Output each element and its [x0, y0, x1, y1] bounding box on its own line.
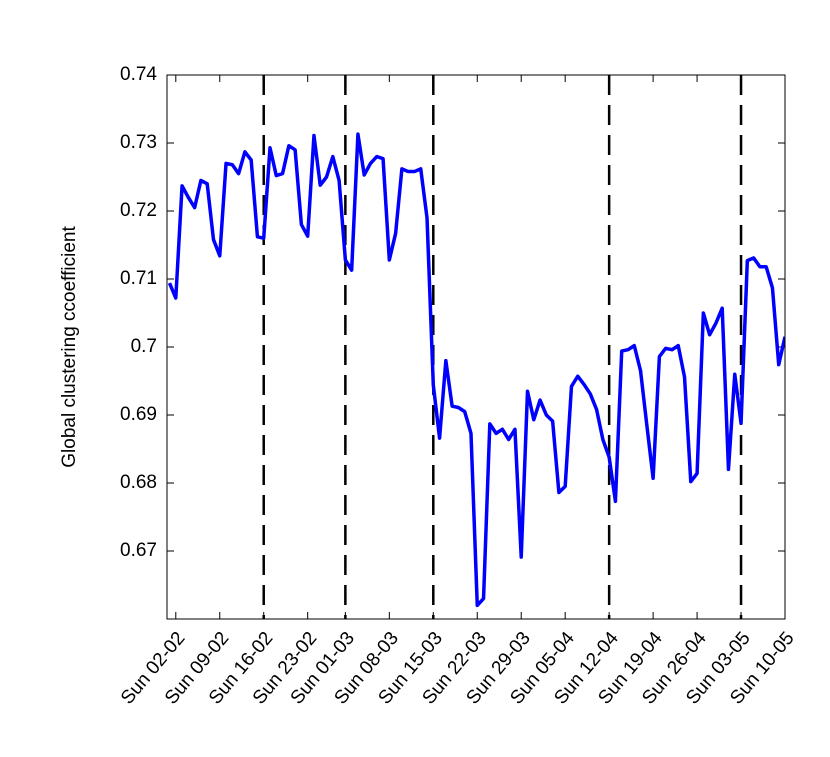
y-tick-label: 0.74 [120, 64, 157, 85]
y-tick-label: 0.71 [120, 268, 157, 289]
y-tick-label: 0.68 [120, 472, 157, 493]
data-line [167, 132, 785, 608]
y-tick-label: 0.72 [120, 200, 157, 221]
y-tick-label: 0.69 [120, 404, 157, 425]
y-tick-label: 0.67 [120, 540, 157, 561]
y-tick-label: 0.7 [131, 336, 157, 357]
y-tick-label: 0.73 [120, 132, 157, 153]
y-axis-title: Global clustering ccoefficient [59, 226, 80, 468]
plot-frame [166, 74, 786, 620]
